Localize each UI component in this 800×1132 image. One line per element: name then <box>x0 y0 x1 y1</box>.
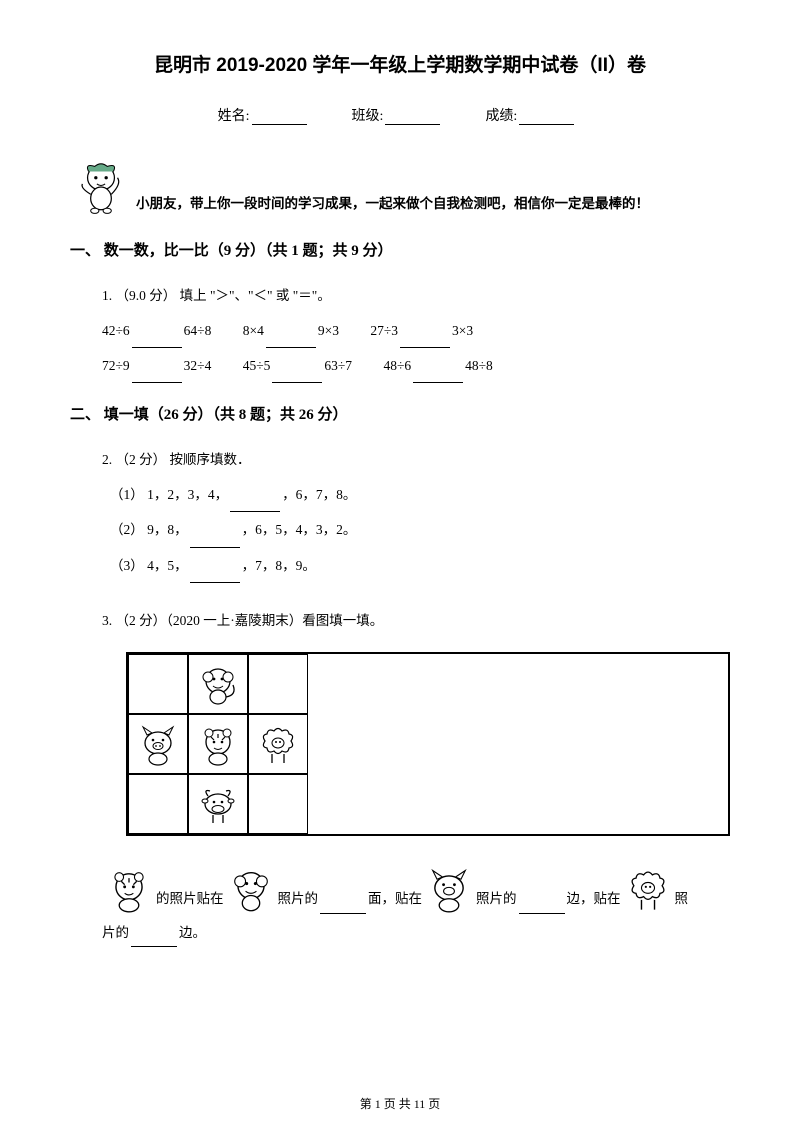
q1-stem: 1. （9.0 分） 填上 "＞"、"＜" 或 "＝"。 <box>102 278 730 313</box>
q1-blank[interactable] <box>400 334 450 348</box>
encouragement-text: 小朋友，带上你一段时间的学习成果，一起来做个自我检测吧，相信你一定是最棒的！ <box>136 191 649 217</box>
page-footer: 第 1 页 共 11 页 <box>0 1095 800 1112</box>
monkey-icon <box>226 864 276 914</box>
q2-sub1: （1） 1，2，3，4，，6，7，8。 <box>110 477 730 512</box>
page-title: 昆明市 2019-2020 学年一年级上学期数学期中试卷（II）卷 <box>70 50 730 77</box>
section-1-heading: 一、 数一数，比一比（9 分）（共 1 题；共 9 分） <box>70 239 730 260</box>
q3-stem: 3. （2 分）（2020 一上·嘉陵期末）看图填一填。 <box>102 603 730 638</box>
q1-blank[interactable] <box>413 369 463 383</box>
q3-blank[interactable] <box>519 900 565 914</box>
sheep-icon <box>623 864 673 914</box>
q1-blank[interactable] <box>266 334 316 348</box>
q1-blank[interactable] <box>132 369 182 383</box>
q3-grid-image <box>126 652 730 836</box>
q1-blank[interactable] <box>132 334 182 348</box>
tiger-icon <box>195 721 241 767</box>
class-label: 班级: <box>352 109 384 124</box>
q1-row2: 72÷932÷4 45÷563÷7 48÷648÷8 <box>102 348 730 383</box>
q3-blank[interactable] <box>320 900 366 914</box>
q2-blank[interactable] <box>190 569 240 583</box>
q2-sub2: （2） 9，8，，6，5，4，3，2。 <box>110 512 730 547</box>
score-label: 成绩: <box>485 109 517 124</box>
q1-row1: 42÷664÷8 8×49×3 27÷33×3 <box>102 313 730 348</box>
student-info-line: 姓名: 班级: 成绩: <box>70 105 730 125</box>
tiger-icon <box>104 864 154 914</box>
section-2-heading: 二、 填一填（26 分）（共 8 题；共 26 分） <box>70 403 730 424</box>
q2-stem: 2. （2 分） 按顺序填数． <box>102 442 730 477</box>
cow-icon <box>195 781 241 827</box>
pig-icon <box>135 721 181 767</box>
score-blank[interactable] <box>519 109 574 125</box>
q2-sub3: （3） 4，5，，7，8，9。 <box>110 548 730 583</box>
monkey-icon <box>195 661 241 707</box>
q3-blank[interactable] <box>131 933 177 947</box>
sheep-icon <box>255 721 301 767</box>
class-blank[interactable] <box>385 109 440 125</box>
name-label: 姓名: <box>218 109 250 124</box>
mascot-icon <box>70 155 132 217</box>
q2-blank[interactable] <box>190 534 240 548</box>
q2-blank[interactable] <box>230 498 280 512</box>
q1-blank[interactable] <box>272 369 322 383</box>
name-blank[interactable] <box>252 109 307 125</box>
q3-fill-sentence: 的照片贴在 照片的面，贴在 照片的边，贴在 照 <box>102 864 730 914</box>
pig-icon <box>424 864 474 914</box>
